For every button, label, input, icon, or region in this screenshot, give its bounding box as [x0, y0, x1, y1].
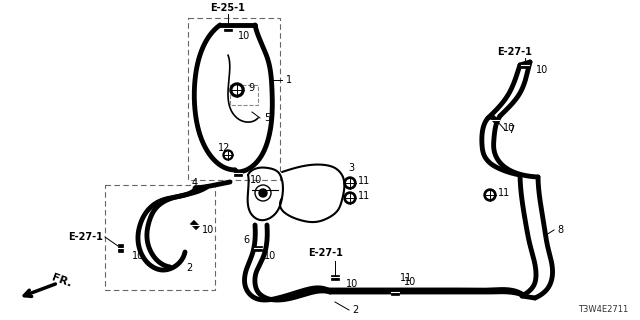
- Circle shape: [233, 86, 241, 94]
- Text: 11: 11: [400, 273, 412, 283]
- Text: 10: 10: [536, 65, 548, 75]
- Bar: [118, 244, 122, 252]
- Circle shape: [484, 189, 496, 201]
- Bar: [254, 245, 262, 251]
- Bar: [224, 26, 232, 30]
- Circle shape: [344, 177, 356, 189]
- Bar: [331, 275, 339, 279]
- Text: 2: 2: [352, 305, 358, 315]
- Text: E-25-1: E-25-1: [210, 3, 245, 13]
- Text: 11: 11: [358, 191, 371, 201]
- Text: 6: 6: [243, 235, 249, 245]
- Text: 8: 8: [557, 225, 563, 235]
- Bar: [191, 220, 200, 229]
- Text: 9: 9: [248, 83, 254, 93]
- Bar: [234, 171, 242, 175]
- Text: 10: 10: [404, 277, 416, 287]
- Text: 11: 11: [358, 176, 371, 186]
- Text: T3W4E2711: T3W4E2711: [578, 305, 628, 314]
- Circle shape: [259, 189, 267, 197]
- Text: 10: 10: [132, 251, 144, 261]
- Text: 10: 10: [503, 123, 515, 133]
- Text: 12: 12: [218, 143, 230, 153]
- Text: E-27-1: E-27-1: [308, 248, 343, 258]
- Text: 10: 10: [250, 175, 262, 185]
- Text: E-27-1: E-27-1: [68, 232, 103, 242]
- Text: 1: 1: [286, 75, 292, 85]
- Text: 11: 11: [498, 188, 510, 198]
- Text: 10: 10: [202, 225, 214, 235]
- Text: FR.: FR.: [50, 273, 73, 289]
- Text: 10: 10: [264, 251, 276, 261]
- Bar: [391, 290, 399, 294]
- Circle shape: [223, 150, 233, 160]
- Text: 7: 7: [508, 125, 515, 135]
- Bar: [230, 85, 258, 105]
- Circle shape: [225, 152, 231, 158]
- Circle shape: [230, 83, 244, 97]
- Circle shape: [347, 180, 353, 186]
- Circle shape: [486, 192, 493, 198]
- Text: E-27-1: E-27-1: [497, 47, 532, 57]
- Circle shape: [347, 195, 353, 201]
- Text: 10: 10: [238, 31, 250, 41]
- Text: 5: 5: [264, 113, 270, 123]
- Circle shape: [344, 192, 356, 204]
- Text: 10: 10: [346, 279, 358, 289]
- Bar: [490, 116, 500, 124]
- Text: 2: 2: [186, 263, 192, 273]
- Bar: [521, 62, 529, 68]
- Text: 3: 3: [348, 163, 354, 173]
- Text: 4: 4: [192, 178, 198, 188]
